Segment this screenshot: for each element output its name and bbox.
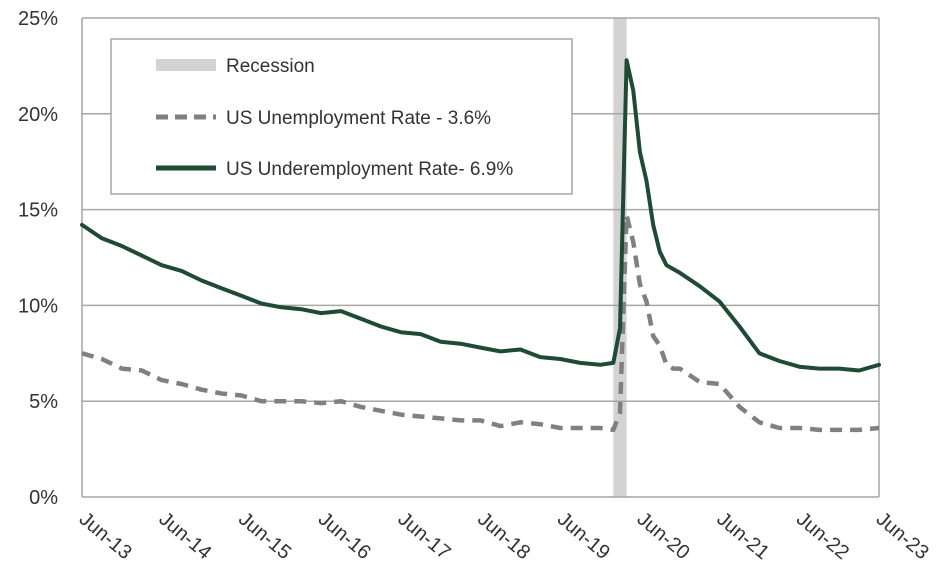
legend: Recession US Unemployment Rate - 3.6% US… [110, 38, 573, 195]
x-tick-label: Jun-23 [872, 508, 933, 564]
axes [81, 18, 880, 498]
x-tick-label: Jun-15 [234, 508, 295, 564]
y-tick-labels: 0% 5% 10% 15% 20% 25% [18, 8, 58, 509]
x-tick-label: Jun-16 [314, 508, 375, 564]
y-tick-label: 10% [18, 295, 58, 317]
legend-label-unemployment: US Unemployment Rate - 3.6% [226, 108, 491, 129]
x-tick-label: Jun-13 [75, 508, 136, 564]
y-tick-label: 0% [29, 487, 58, 509]
x-tick-label: Jun-20 [633, 508, 694, 564]
x-tick-label: Jun-21 [712, 508, 773, 564]
legend-label-underemployment: US Underemployment Rate- 6.9% [226, 159, 513, 180]
series-lines [80, 58, 881, 433]
legend-label-recession: Recession [226, 56, 315, 77]
y-tick-label: 5% [29, 391, 58, 413]
x-tick-label: Jun-17 [394, 508, 455, 564]
x-tick-label: Jun-14 [154, 508, 215, 564]
underemployment-rate-line [80, 58, 881, 373]
x-tick-labels: Jun-13 Jun-14 Jun-15 Jun-16 Jun-17 Jun-18 Jun-… [75, 508, 933, 564]
x-tick-label: Jun-18 [473, 508, 534, 564]
y-tick-label: 25% [18, 8, 58, 30]
x-tick-label: Jun-19 [553, 508, 614, 564]
y-tick-label: 15% [18, 200, 58, 222]
x-tick-label: Jun-22 [792, 508, 853, 564]
y-tick-label: 20% [18, 104, 58, 126]
unemployment-rate-line [81, 213, 880, 433]
